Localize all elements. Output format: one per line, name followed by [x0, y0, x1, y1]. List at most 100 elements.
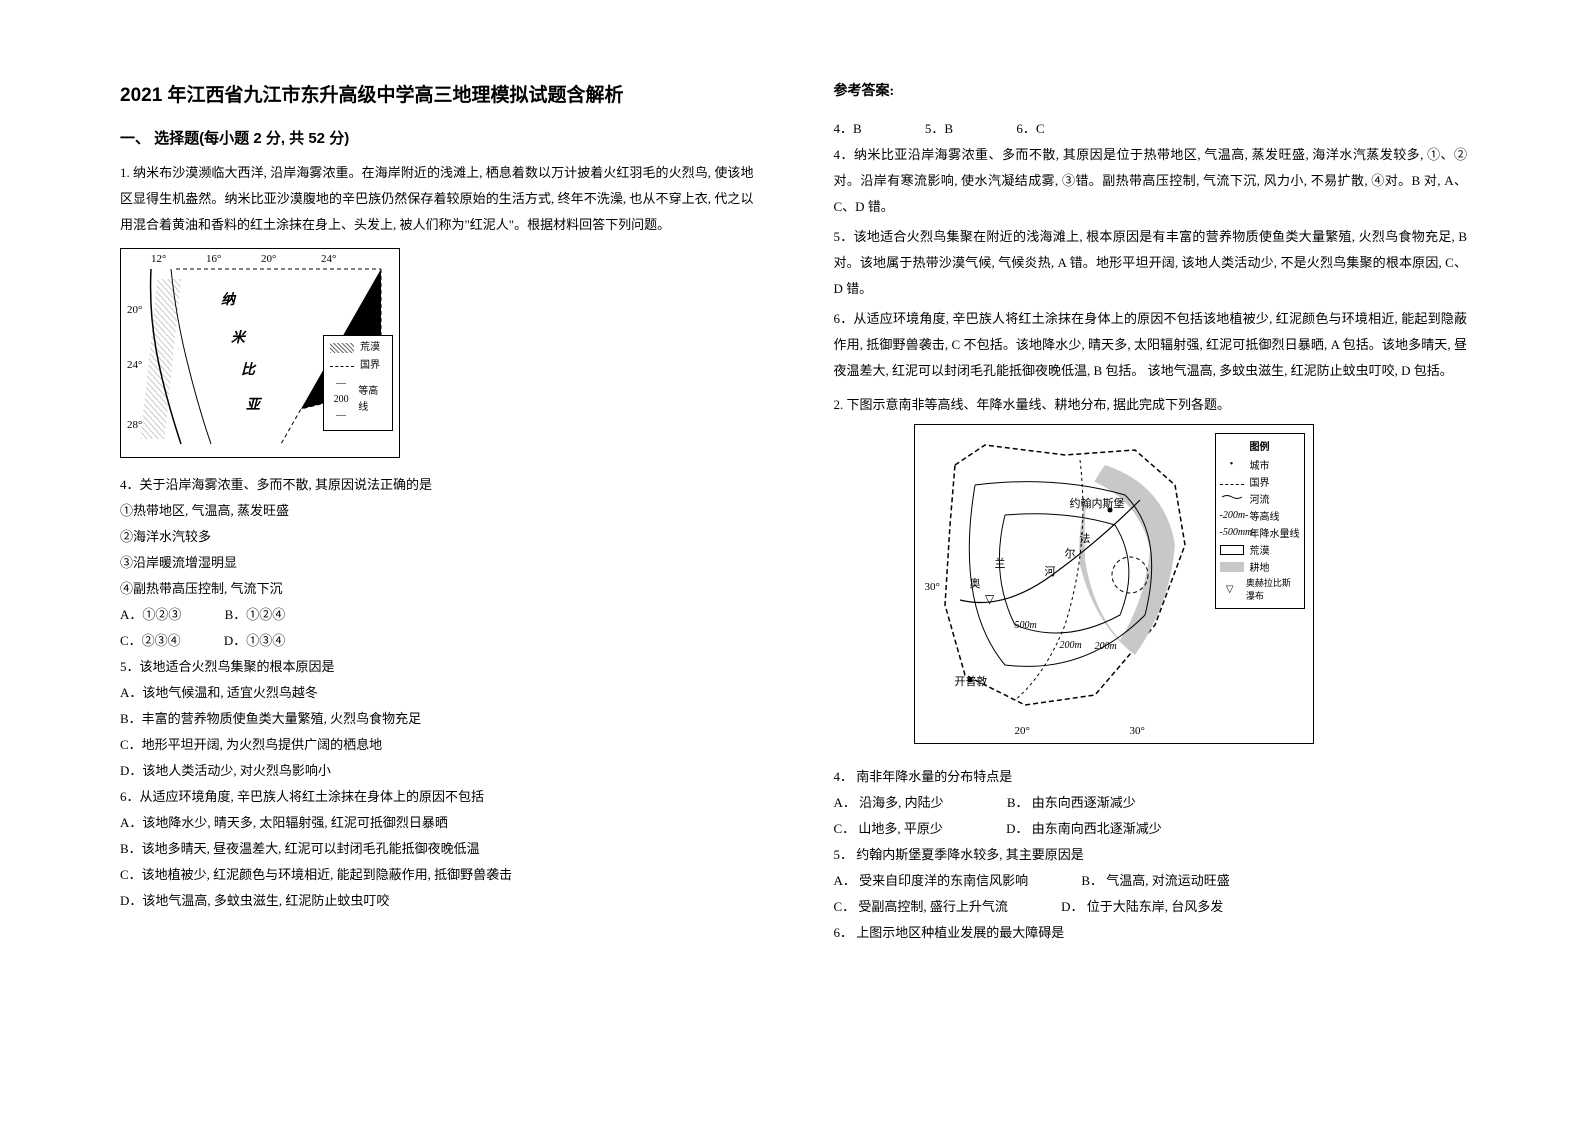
choice-b: B．①②④ — [225, 602, 286, 628]
q4b-c: C． 山地多, 平原少 — [834, 816, 943, 842]
q5b-b: B． 气温高, 对流运动旺盛 — [1081, 868, 1229, 894]
choice-a: A．①②③ — [120, 602, 181, 628]
country-char: 比 — [241, 359, 255, 379]
q5b-d: D． 位于大陆东岸, 台风多发 — [1061, 894, 1223, 920]
q4b-b: B． 由东向西逐渐减少 — [1007, 790, 1136, 816]
contour-symbol-icon: — 200 — — [330, 376, 352, 424]
desert-symbol-icon — [330, 343, 354, 353]
q5-stem: 5．该地适合火烈鸟集聚的根本原因是 — [120, 654, 754, 680]
river-char: 兰 — [995, 555, 1006, 571]
q4b-a: A． 沿海多, 内陆少 — [834, 790, 944, 816]
lat-label: 30° — [925, 581, 940, 593]
q5-b: B．丰富的营养物质使鱼类大量繁殖, 火烈鸟食物充足 — [120, 706, 754, 732]
border-line-icon — [1220, 484, 1244, 485]
legend-label: 荒漠 — [1250, 542, 1270, 557]
q4-choices-row1: A．①②③ B．①②④ — [120, 602, 754, 628]
namibia-map: 12° 16° 20° 24° 20° 24° 28° 纳 米 比 亚 荒漠 — [120, 248, 400, 458]
q4b-stem: 4． 南非年降水量的分布特点是 — [834, 764, 1468, 790]
legend-label: 国界 — [1250, 474, 1270, 489]
choice-c: C．②③④ — [120, 628, 181, 654]
legend-label: 耕地 — [1250, 559, 1270, 574]
country-char: 米 — [231, 327, 245, 347]
explanation-6: 6．从适应环境角度, 辛巴族人将红土涂抹在身体上的原因不包括该地植被少, 红泥颜… — [834, 306, 1468, 384]
legend-label: 荒漠 — [360, 340, 380, 356]
legend-row: — 200 — 等高线 — [330, 376, 386, 424]
desert-box-icon — [1220, 545, 1244, 555]
city-label: 开普敦 — [955, 673, 988, 689]
q4-stem: 4．关于沿岸海雾浓重、多而不散, 其原因说法正确的是 — [120, 472, 754, 498]
legend-title: 图例 — [1220, 438, 1300, 453]
legend-row: 河流 — [1220, 491, 1300, 506]
q6-a: A．该地降水少, 晴天多, 太阳辐射强, 红泥可抵御烈日暴晒 — [120, 810, 754, 836]
falls-icon: ▽ — [1220, 584, 1240, 595]
q6-stem: 6．从适应环境角度, 辛巴族人将红土涂抹在身体上的原因不包括 — [120, 784, 754, 810]
q5-c: C．地形平坦开阔, 为火烈鸟提供广阔的栖息地 — [120, 732, 754, 758]
contour-sample-icon: -200m- — [1220, 510, 1244, 521]
river-char: 河 — [1045, 563, 1056, 579]
q6b-stem: 6． 上图示地区种植业发展的最大障碍是 — [834, 920, 1468, 946]
q2-intro: 2. 下图示意南非等高线、年降水量线、耕地分布, 据此完成下列各题。 — [834, 392, 1468, 418]
right-column: 参考答案: 4．B 5．B 6．C 4．纳米比亚沿岸海雾浓重、多而不散, 其原因… — [794, 80, 1488, 1082]
legend-row: •城市 — [1220, 457, 1300, 472]
answers-heading: 参考答案: — [834, 80, 1468, 100]
q4-choices-row2: C．②③④ D．①③④ — [120, 628, 754, 654]
river-char: 尔 — [1065, 545, 1076, 561]
contour-label: 500m — [1015, 620, 1037, 631]
country-char: 亚 — [246, 394, 260, 414]
ans6: 6．C — [1016, 116, 1044, 142]
map1-container: 12° 16° 20° 24° 20° 24° 28° 纳 米 比 亚 荒漠 — [120, 248, 754, 458]
country-char: 纳 — [221, 289, 235, 309]
q5b-stem: 5． 约翰内斯堡夏季降水较多, 其主要原因是 — [834, 842, 1468, 868]
ans4: 4．B — [834, 116, 862, 142]
explanation-5: 5．该地适合火烈鸟集聚在附近的浅海滩上, 根本原因是有丰富的营养物质使鱼类大量繁… — [834, 224, 1468, 302]
legend-label: 国界 — [360, 358, 380, 374]
answers-line1: 4．B 5．B 6．C — [834, 116, 1468, 142]
border-symbol-icon — [330, 366, 354, 367]
explanation-4: 4．纳米比亚沿岸海雾浓重、多而不散, 其原因是位于热带地区, 气温高, 蒸发旺盛… — [834, 142, 1468, 220]
q5-a: A．该地气候温和, 适宜火烈鸟越冬 — [120, 680, 754, 706]
document-title: 2021 年江西省九江市东升高级中学高三地理模拟试题含解析 — [120, 80, 754, 107]
q6-d: D．该地气温高, 多蚊虫滋生, 红泥防止蚊虫叮咬 — [120, 888, 754, 914]
section-heading: 一、 选择题(每小题 2 分, 共 52 分) — [120, 127, 754, 148]
lng-label: 20° — [1015, 725, 1030, 737]
left-column: 2021 年江西省九江市东升高级中学高三地理模拟试题含解析 一、 选择题(每小题… — [100, 80, 794, 1082]
city-label: 约翰内斯堡 — [1070, 495, 1125, 511]
q4b-row1: A． 沿海多, 内陆少 B． 由东向西逐渐减少 — [834, 790, 1468, 816]
q4b-row2: C． 山地多, 平原少 D． 由东南向西北逐渐减少 — [834, 816, 1468, 842]
legend-label: 等高线 — [358, 384, 386, 416]
q4-opt1: ①热带地区, 气温高, 蒸发旺盛 — [120, 498, 754, 524]
legend-row: -500mm- 年降水量线 — [1220, 525, 1300, 540]
river-line-icon — [1220, 493, 1244, 504]
q4-opt2: ②海洋水汽较多 — [120, 524, 754, 550]
rain-sample-icon: -500mm- — [1220, 527, 1244, 538]
river-char: 法 — [1080, 530, 1091, 546]
contour-label: 200m — [1095, 641, 1117, 652]
legend-label: 城市 — [1250, 457, 1270, 472]
legend-row: ▽ 奥赫拉比斯瀑布 — [1220, 576, 1300, 602]
legend-row: -200m- 等高线 — [1220, 508, 1300, 523]
q6-b: B．该地多晴天, 昼夜温差大, 红泥可以封闭毛孔能抵御夜晚低温 — [120, 836, 754, 862]
q5b-a: A． 受来自印度洋的东南信风影响 — [834, 868, 1029, 894]
q5b-row2: C． 受副高控制, 盛行上升气流 D． 位于大陆东岸, 台风多发 — [834, 894, 1468, 920]
q4b-d: D． 由东南向西北逐渐减少 — [1006, 816, 1162, 842]
q1-intro: 1. 纳米布沙漠濒临大西洋, 沿岸海雾浓重。在海岸附近的浅滩上, 栖息着数以万计… — [120, 160, 754, 238]
legend-label: 等高线 — [1250, 508, 1280, 523]
q5-d: D．该地人类活动少, 对火烈鸟影响小 — [120, 758, 754, 784]
choice-d: D．①③④ — [224, 628, 285, 654]
q4-opt3: ③沿岸暖流增湿明显 — [120, 550, 754, 576]
legend-label: 河流 — [1250, 491, 1270, 506]
q5b-c: C． 受副高控制, 盛行上升气流 — [834, 894, 1008, 920]
map2-legend: 图例 •城市 国界 河流 -200m- 等高线 -500mm- 年降水量线 荒漠 耕… — [1215, 433, 1305, 609]
legend-row: 荒漠 — [330, 340, 386, 356]
legend-row: 耕地 — [1220, 559, 1300, 574]
legend-label: 奥赫拉比斯瀑布 — [1246, 576, 1300, 602]
lng-label: 30° — [1130, 725, 1145, 737]
farmland-box-icon — [1220, 562, 1244, 572]
ans5: 5．B — [925, 116, 953, 142]
legend-row: 国界 — [330, 358, 386, 374]
south-africa-map: ▽ 约翰内斯堡 法 尔 河 兰 奥 开普敦 500m 200m 200m 30°… — [914, 424, 1314, 744]
legend-row: 国界 — [1220, 474, 1300, 489]
legend-label: 年降水量线 — [1250, 525, 1300, 540]
legend-row: 荒漠 — [1220, 542, 1300, 557]
contour-label: 200m — [1060, 640, 1082, 651]
